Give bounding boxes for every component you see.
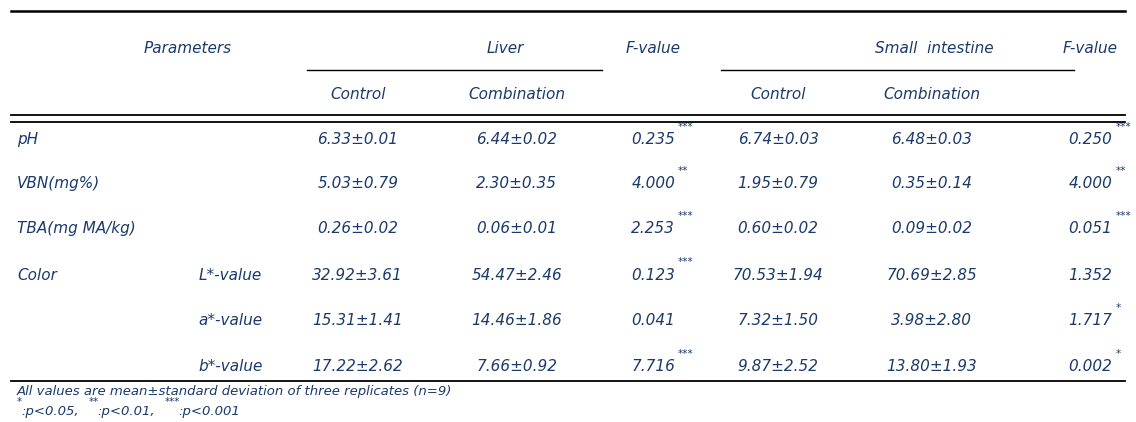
Text: ***: *** [678,122,694,132]
Text: 6.44±0.02: 6.44±0.02 [476,132,558,147]
Text: 0.35±0.14: 0.35±0.14 [891,176,972,191]
Text: L*-value: L*-value [199,268,262,283]
Text: 0.002: 0.002 [1069,359,1112,374]
Text: 2.253: 2.253 [632,221,675,236]
Text: ***: *** [1116,211,1131,221]
Text: Small  intestine: Small intestine [875,41,994,56]
Text: 4.000: 4.000 [1069,176,1112,191]
Text: 54.47±2.46: 54.47±2.46 [471,268,562,283]
Text: All values are mean±standard deviation of three replicates (n=9): All values are mean±standard deviation o… [17,385,452,398]
Text: 0.250: 0.250 [1069,132,1112,147]
Text: 1.717: 1.717 [1069,313,1112,328]
Text: 0.051: 0.051 [1069,221,1112,236]
Text: Control: Control [331,87,385,103]
Text: Control: Control [751,87,805,103]
Text: :p<0.05,: :p<0.05, [22,405,80,418]
Text: 6.48±0.03: 6.48±0.03 [891,132,972,147]
Text: 0.06±0.01: 0.06±0.01 [476,221,558,236]
Text: :p<0.01,: :p<0.01, [98,405,156,418]
Text: pH: pH [17,132,39,147]
Text: b*-value: b*-value [199,359,264,374]
Text: 6.74±0.03: 6.74±0.03 [737,132,819,147]
Text: *: * [17,397,23,407]
Text: 15.31±1.41: 15.31±1.41 [312,313,403,328]
Text: VBN(mg%): VBN(mg%) [17,176,100,191]
Text: :p<0.001: :p<0.001 [178,405,240,418]
Text: **: ** [678,166,688,176]
Text: F-value: F-value [626,41,680,56]
Text: ***: *** [678,257,694,268]
Text: 5.03±0.79: 5.03±0.79 [317,176,399,191]
Text: ***: *** [1116,122,1131,132]
Text: 0.09±0.02: 0.09±0.02 [891,221,972,236]
Text: F-value: F-value [1063,41,1118,56]
Text: 0.123: 0.123 [632,268,675,283]
Text: 1.352: 1.352 [1069,268,1112,283]
Text: 0.60±0.02: 0.60±0.02 [737,221,819,236]
Text: 4.000: 4.000 [632,176,675,191]
Text: ***: *** [165,397,181,407]
Text: **: ** [1116,166,1126,176]
Text: Combination: Combination [468,87,566,103]
Text: 9.87±2.52: 9.87±2.52 [737,359,819,374]
Text: 6.33±0.01: 6.33±0.01 [317,132,399,147]
Text: 17.22±2.62: 17.22±2.62 [312,359,403,374]
Text: 32.92±3.61: 32.92±3.61 [312,268,403,283]
Text: a*-value: a*-value [199,313,262,328]
Text: *: * [1116,349,1120,359]
Text: Liver: Liver [487,41,524,56]
Text: 7.32±1.50: 7.32±1.50 [737,313,819,328]
Text: **: ** [89,397,99,407]
Text: TBA(mg MA/kg): TBA(mg MA/kg) [17,221,136,236]
Text: *: * [1116,303,1120,313]
Text: 70.69±2.85: 70.69±2.85 [886,268,977,283]
Text: 14.46±1.86: 14.46±1.86 [471,313,562,328]
Text: Parameters: Parameters [143,41,232,56]
Text: Color: Color [17,268,57,283]
Text: 7.716: 7.716 [632,359,675,374]
Text: ***: *** [678,211,694,221]
Text: 3.98±2.80: 3.98±2.80 [891,313,972,328]
Text: Combination: Combination [883,87,980,103]
Text: 13.80±1.93: 13.80±1.93 [886,359,977,374]
Text: 1.95±0.79: 1.95±0.79 [737,176,819,191]
Text: 0.26±0.02: 0.26±0.02 [317,221,399,236]
Text: 0.235: 0.235 [632,132,675,147]
Text: 70.53±1.94: 70.53±1.94 [733,268,824,283]
Text: 7.66±0.92: 7.66±0.92 [476,359,558,374]
Text: 2.30±0.35: 2.30±0.35 [476,176,558,191]
Text: 0.041: 0.041 [632,313,675,328]
Text: ***: *** [678,349,694,359]
